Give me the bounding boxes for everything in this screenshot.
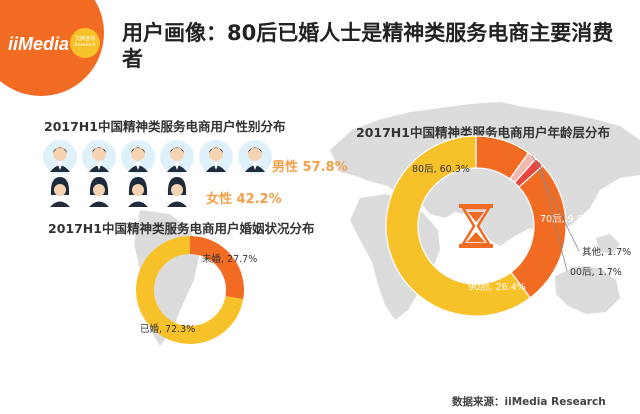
female-icon xyxy=(89,177,109,207)
logo-badge-en: Research xyxy=(74,43,96,48)
male-icon xyxy=(43,140,77,174)
age-data-label: 80后, 60.3% xyxy=(412,164,470,175)
male-icon xyxy=(238,140,272,174)
male-icon xyxy=(121,140,155,174)
leader-line xyxy=(531,155,580,252)
age-section-title: 2017H1中国精神类服务电商用户年龄层分布 xyxy=(356,125,610,140)
logo-badge xyxy=(70,28,100,58)
marriage-data-label: 未婚, 27.7% xyxy=(202,253,257,265)
age-data-label: 70后, 9.9% xyxy=(540,214,592,225)
age-data-label: 90后, 26.4% xyxy=(468,282,526,293)
logo-badge-cn: 艾媒咨询 xyxy=(74,36,95,42)
female-icon xyxy=(128,177,148,207)
age-data-label: 00后, 1.7% xyxy=(570,267,622,278)
female-label: 女性 42.2% xyxy=(206,192,282,207)
male-icon xyxy=(199,140,233,174)
male-label: 男性 57.8% xyxy=(272,160,348,175)
marriage-section-title: 2017H1中国精神类服务电商用户婚姻状况分布 xyxy=(48,221,315,236)
marriage-data-label: 已婚, 72.3% xyxy=(140,323,195,335)
male-icon xyxy=(160,140,194,174)
hourglass-icon xyxy=(459,204,493,248)
page-title: 用户画像：80后已婚人士是精神类服务电商主要消费者 xyxy=(122,21,614,71)
leader-line xyxy=(539,162,568,272)
age-slice xyxy=(385,135,532,317)
male-icon xyxy=(82,140,116,174)
female-icon xyxy=(50,177,70,207)
source-note: 数据来源：iiMedia Research xyxy=(452,396,606,408)
marriage-slice xyxy=(190,236,244,300)
female-icon xyxy=(167,177,187,207)
age-data-label: 其他, 1.7% xyxy=(582,246,631,258)
marriage-slice xyxy=(136,236,244,344)
logo-text: iiMedia xyxy=(8,34,70,54)
gender-section-title: 2017H1中国精神类服务电商用户性别分布 xyxy=(44,119,286,134)
